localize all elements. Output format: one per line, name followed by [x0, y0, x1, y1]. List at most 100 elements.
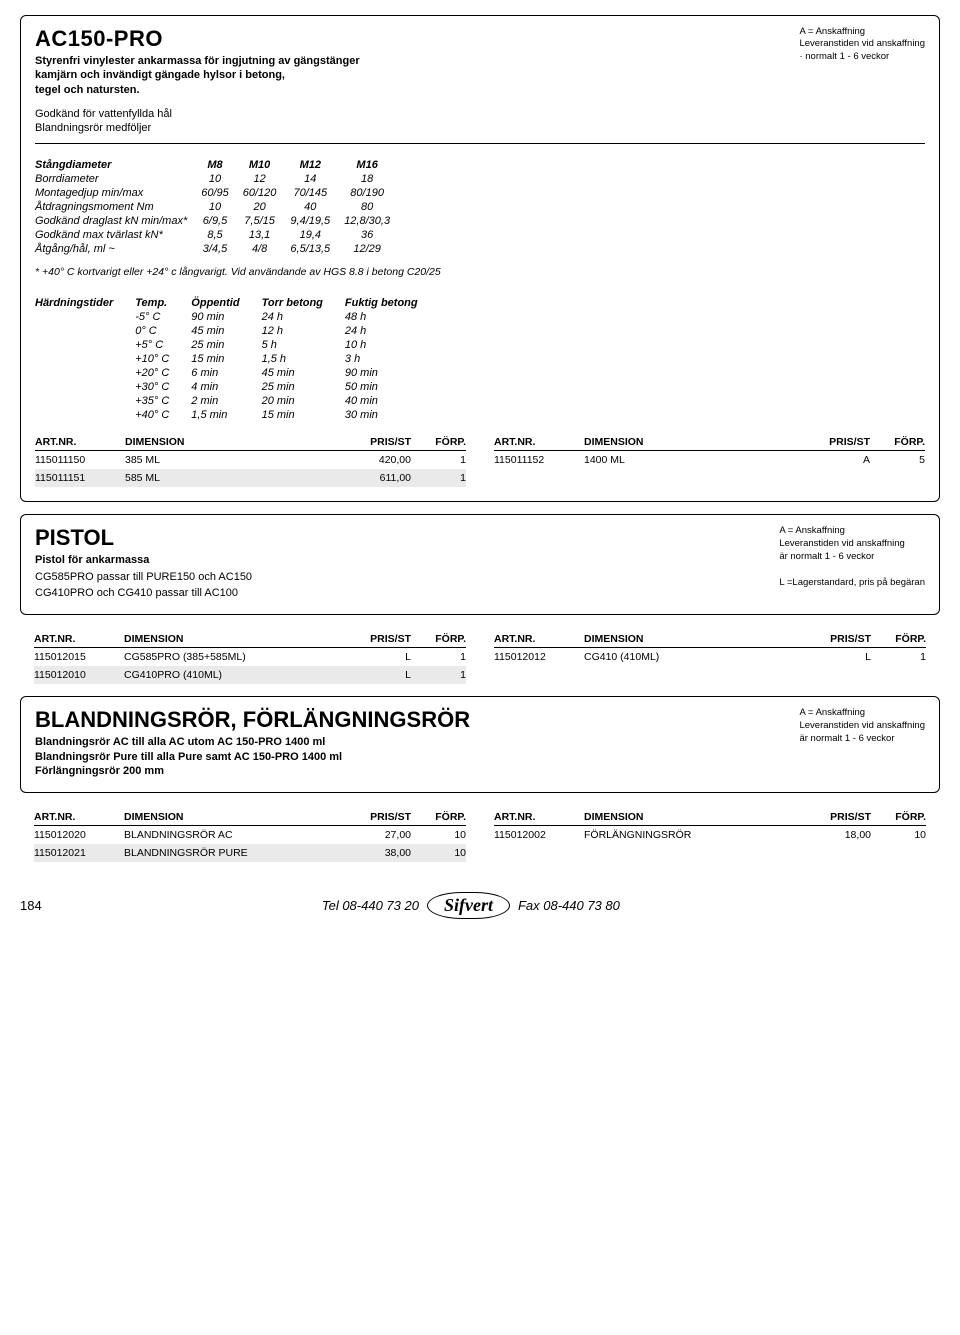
- hard-head-cell: Temp.: [135, 296, 191, 310]
- text: A = Anskaffning: [779, 525, 845, 536]
- spec-row: Åtdragningsmoment Nm10204080: [35, 200, 404, 214]
- spec-cell: 6/9,5: [201, 214, 243, 228]
- col-forp: FÖRP.: [411, 633, 466, 645]
- col-pris: PRIS/ST: [331, 811, 411, 823]
- price-forp: 10: [871, 829, 926, 841]
- spec-head-cell: M16: [344, 158, 404, 172]
- hard-cell: +10° C: [135, 352, 191, 366]
- text: är normalt 1 - 6 veckor: [799, 733, 894, 744]
- price-header: ART.NR. DIMENSION PRIS/ST FÖRP.: [34, 811, 466, 826]
- price-header: ART.NR. DIMENSION PRIS/ST FÖRP.: [35, 436, 466, 451]
- hard-cell: 45 min: [262, 366, 345, 380]
- col-pris: PRIS/ST: [790, 436, 870, 448]
- bland-note: A = Anskaffning Leveranstiden vid anskaf…: [799, 707, 925, 745]
- price-forp: 1: [871, 651, 926, 663]
- price-forp: 1: [411, 669, 466, 681]
- price-forp: 10: [411, 847, 466, 859]
- bland-title: BLANDNINGSRÖR, FÖRLÄNGNINGSRÖR: [35, 707, 470, 733]
- col-art: ART.NR.: [34, 811, 124, 823]
- hard-cell: 24 h: [345, 324, 440, 338]
- col-dim: DIMENSION: [124, 633, 331, 645]
- hard-cell: 50 min: [345, 380, 440, 394]
- spec-cell: Godkänd draglast kN min/max*: [35, 214, 201, 228]
- price-pris: L: [331, 651, 411, 663]
- spec-cell: Åtdragningsmoment Nm: [35, 200, 201, 214]
- spec-cell: 12,8/30,3: [344, 214, 404, 228]
- price-dim: CG410 (410ML): [584, 651, 791, 663]
- hard-head-cell: Öppentid: [191, 296, 261, 310]
- price-row: 115012002FÖRLÄNGNINGSRÖR18,0010: [494, 826, 926, 844]
- price-pris: 611,00: [331, 472, 411, 484]
- col-pris: PRIS/ST: [331, 436, 411, 448]
- col-dim: DIMENSION: [584, 436, 790, 448]
- price-forp: 1: [411, 472, 466, 484]
- spec-head-cell: M10: [243, 158, 291, 172]
- hard-cell: 5 h: [262, 338, 345, 352]
- col-forp: FÖRP.: [411, 811, 466, 823]
- spec-cell: 10: [201, 172, 243, 186]
- hard-cell: 1,5 min: [191, 408, 261, 422]
- hard-row: -5° C90 min24 h48 h: [35, 310, 440, 324]
- hard-cell: 90 min: [191, 310, 261, 324]
- spec-head-cell: Stångdiameter: [35, 158, 201, 172]
- hard-cell: -5° C: [135, 310, 191, 324]
- spec-row: Borrdiameter10121418: [35, 172, 404, 186]
- text: Leveranstiden vid anskaffning: [779, 538, 905, 549]
- hard-cell: [35, 352, 135, 366]
- text: är normalt 1 - 6 veckor: [779, 551, 874, 562]
- hard-head-cell: Torr betong: [262, 296, 345, 310]
- hard-cell: [35, 324, 135, 338]
- price-dim: 1400 ML: [584, 454, 790, 466]
- price-dim: BLANDNINGSRÖR PURE: [124, 847, 331, 859]
- text: L =Lagerstandard, pris på begäran: [779, 577, 925, 588]
- spec-cell: Borrdiameter: [35, 172, 201, 186]
- footer-fax: Fax 08-440 73 80: [518, 898, 620, 913]
- spec-cell: 60/95: [201, 186, 243, 200]
- hard-cell: 0° C: [135, 324, 191, 338]
- text: Blandningsrör medföljer: [35, 122, 151, 134]
- col-pris: PRIS/ST: [791, 811, 871, 823]
- spec-cell: 6,5/13,5: [290, 242, 344, 256]
- text: Godkänd för vattenfyllda hål: [35, 108, 172, 120]
- hard-row: +10° C15 min1,5 h3 h: [35, 352, 440, 366]
- spec-cell: 10: [201, 200, 243, 214]
- hard-cell: [35, 408, 135, 422]
- col-forp: FÖRP.: [871, 811, 926, 823]
- hard-cell: +20° C: [135, 366, 191, 380]
- price-row: 1150111521400 MLA5: [494, 451, 925, 469]
- price-pris: L: [331, 669, 411, 681]
- spec-cell: Montagedjup min/max: [35, 186, 201, 200]
- col-dim: DIMENSION: [584, 633, 791, 645]
- spec-cell: 9,4/19,5: [290, 214, 344, 228]
- col-forp: FÖRP.: [871, 633, 926, 645]
- ac150-approved: Godkänd för vattenfyllda hål Blandningsr…: [35, 107, 436, 136]
- spec-cell: 14: [290, 172, 344, 186]
- hard-cell: 2 min: [191, 394, 261, 408]
- hard-cell: 6 min: [191, 366, 261, 380]
- col-art: ART.NR.: [494, 436, 584, 448]
- price-forp: 5: [870, 454, 925, 466]
- price-art: 115011152: [494, 454, 584, 466]
- pistol-line2: CG410PRO och CG410 passar till AC100: [35, 586, 252, 600]
- price-dim: FÖRLÄNGNINGSRÖR: [584, 829, 791, 841]
- hard-cell: 25 min: [262, 380, 345, 394]
- price-art: 115012012: [494, 651, 584, 663]
- bland-l2: Blandningsrör Pure till alla Pure samt A…: [35, 750, 470, 764]
- hard-cell: 90 min: [345, 366, 440, 380]
- hard-row: 0° C45 min12 h24 h: [35, 324, 440, 338]
- hard-cell: 30 min: [345, 408, 440, 422]
- col-art: ART.NR.: [35, 436, 125, 448]
- spec-cell: 3/4,5: [201, 242, 243, 256]
- price-forp: 10: [411, 829, 466, 841]
- footer-contact: Tel 08-440 73 20 Sifvert Fax 08-440 73 8…: [322, 892, 620, 919]
- price-header: ART.NR. DIMENSION PRIS/ST FÖRP.: [34, 633, 466, 648]
- price-pris: 18,00: [791, 829, 871, 841]
- spec-table: StångdiameterM8M10M12M16 Borrdiameter101…: [35, 158, 404, 256]
- price-row: 115011150385 ML420,001: [35, 451, 466, 469]
- hard-cell: 1,5 h: [262, 352, 345, 366]
- hard-cell: 45 min: [191, 324, 261, 338]
- price-art: 115012020: [34, 829, 124, 841]
- hard-row: +20° C6 min45 min90 min: [35, 366, 440, 380]
- bland-l3: Förlängningsrör 200 mm: [35, 764, 470, 778]
- hard-cell: 48 h: [345, 310, 440, 324]
